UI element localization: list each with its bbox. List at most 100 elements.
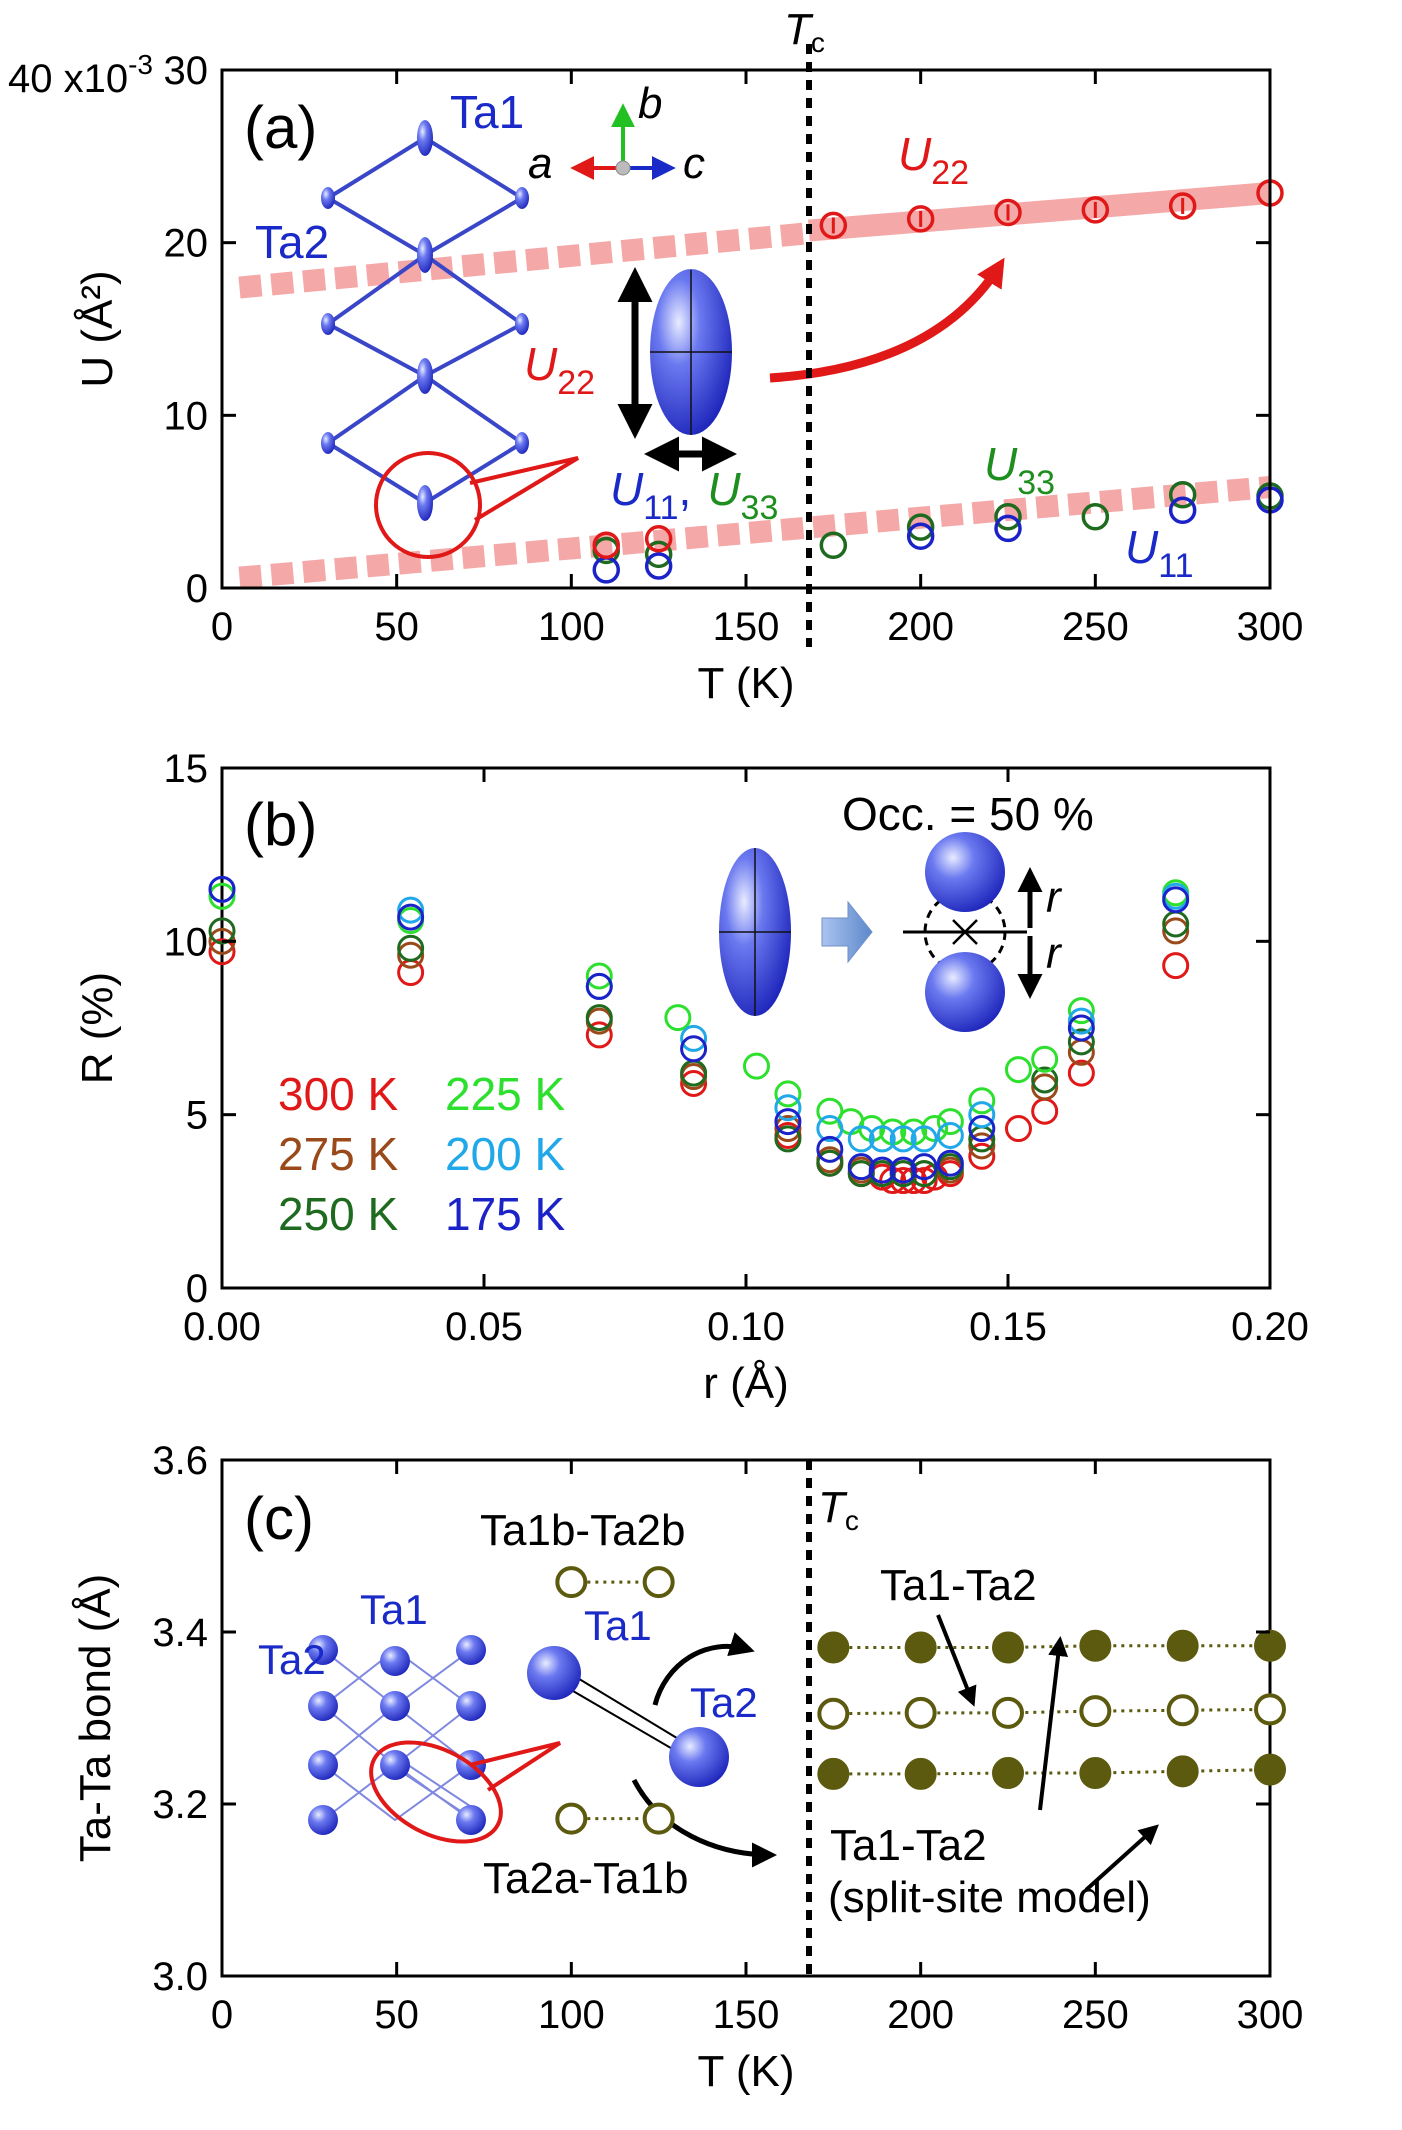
b-point-300-K — [585, 1021, 613, 1049]
a-y-multiplier-exp: -3 — [128, 49, 153, 80]
b-legend-entry: 275 K — [278, 1128, 399, 1180]
a-ta2-label: Ta2 — [255, 216, 329, 268]
b-point-200-K — [889, 1125, 917, 1153]
a-ytick-label: 20 — [164, 222, 209, 266]
c-lattice-inset — [308, 1635, 562, 1844]
a-u33-label: U33 — [984, 438, 1055, 502]
b-xtick-label: 0.05 — [445, 1305, 523, 1349]
a-point-U22 — [906, 205, 935, 233]
b-point-225-K — [1067, 997, 1095, 1025]
c-annotation-arrows — [936, 1614, 1159, 1892]
a-axis-a-label: a — [528, 139, 552, 188]
c-xlabel: T (K) — [698, 2047, 795, 2096]
b-legend-entry: 300 K — [278, 1068, 399, 1120]
b-point-250-K — [208, 917, 236, 945]
c-bond-split-label-1: Ta1-Ta2 — [830, 1821, 987, 1870]
a-xtick-label: 100 — [538, 605, 605, 649]
a-u11-u33-label: U11, U33 — [610, 463, 778, 527]
b-point-225-K — [208, 882, 236, 910]
a-ytick-label: 10 — [164, 394, 209, 438]
c-bond-split-label-2: (split-site model) — [828, 1873, 1151, 1922]
a-band — [807, 182, 1271, 242]
b-legend-entry: 175 K — [445, 1188, 566, 1240]
panel-b: 0.00 0.05 0.10 0.15 0.20 0 5 10 15 r (Å) R (%) 300… — [73, 747, 1309, 1408]
c-xtick-label: 100 — [538, 1993, 605, 2037]
c-tc-label: Tc — [818, 1483, 859, 1536]
a-point-U33 — [994, 503, 1022, 531]
b-point-225-K — [774, 1080, 802, 1108]
b-point-200-K — [774, 1094, 802, 1122]
c-ta2-label-lattice: Ta2 — [258, 1636, 326, 1683]
c-ylabel: Ta-Ta bond (Å) — [71, 1574, 120, 1863]
a-axis-b-label: b — [638, 79, 662, 128]
c-point-Ta1-Ta2-split-site-lower- — [1254, 1753, 1286, 1786]
a-xtick-label: 200 — [887, 605, 954, 649]
c-ytick-label: 3.0 — [152, 1955, 208, 1999]
a-point-U33 — [906, 513, 935, 541]
b-legend-entry: 250 K — [278, 1188, 399, 1240]
b-point-225-K — [1031, 1045, 1059, 1073]
b-xtick-label: 0.15 — [969, 1305, 1047, 1349]
a-ytick-label: 30 — [164, 49, 209, 93]
a-u22-right-label: U22 — [898, 128, 969, 192]
c-point-Ta1-Ta2-split-site-lower- — [1079, 1757, 1112, 1790]
c-point-Ta1-Ta2 — [817, 1697, 850, 1730]
b-ytick-label: 5 — [186, 1094, 208, 1138]
b-point-175-K — [968, 1115, 996, 1143]
c-ytick-label: 3.4 — [152, 1611, 208, 1655]
c-point-Ta1-Ta2-split-site-lower- — [992, 1757, 1024, 1790]
b-point-200-K — [1067, 1007, 1095, 1035]
c-ta1-label-bond: Ta1 — [584, 1602, 652, 1649]
c-ta1b-ta2b-label: Ta1b-Ta2b — [480, 1506, 685, 1555]
a-xtick-label: 300 — [1237, 605, 1304, 649]
b-point-175-K — [868, 1156, 896, 1184]
b-occupancy-label: Occ. = 50 % — [842, 788, 1094, 840]
b-point-275-K — [774, 1115, 802, 1143]
c-point-Ta1-Ta2 — [992, 1696, 1024, 1729]
b-axes: 0.00 0.05 0.10 0.15 0.20 0 5 10 15 r (Å) R (%) — [73, 747, 1309, 1408]
a-point-U22 — [994, 198, 1022, 227]
b-point-175-K — [1067, 1014, 1095, 1042]
b-point-175-K — [585, 972, 613, 1000]
c-point-Ta1-Ta2-split-site-upper- — [1079, 1629, 1112, 1662]
b-point-250-K — [585, 1004, 613, 1032]
b-point-250-K — [1067, 1028, 1095, 1056]
b-ytick-label: 15 — [164, 747, 209, 791]
b-point-300-K — [1067, 1059, 1095, 1087]
b-point-250-K — [847, 1160, 875, 1188]
b-point-225-K — [742, 1052, 770, 1080]
b-point-300-K — [680, 1069, 708, 1097]
c-point-Ta1-Ta2 — [1166, 1694, 1199, 1727]
b-point-300-K — [968, 1142, 996, 1170]
c-xtick-label: 150 — [713, 1993, 780, 2037]
b-r-down-label: r — [1046, 929, 1063, 978]
b-point-250-K — [816, 1149, 844, 1177]
a-point-U33 — [644, 540, 673, 569]
c-data — [555, 1566, 1286, 1835]
c-series-line — [833, 1644, 1270, 1649]
b-point-175-K — [208, 875, 236, 903]
b-point-300-K — [1004, 1115, 1032, 1143]
a-ta1-label: Ta1 — [450, 86, 524, 138]
a-point-U11 — [994, 514, 1022, 543]
a-crystal-axes — [570, 103, 676, 180]
c-bond-ta1ta2-label: Ta1-Ta2 — [880, 1561, 1037, 1610]
a-point-U33 — [1168, 481, 1197, 509]
c-point-Ta1b-Ta2b — [555, 1566, 588, 1599]
b-point-225-K — [1004, 1056, 1032, 1084]
b-point-175-K — [847, 1153, 875, 1181]
a-xtick-label: 150 — [713, 605, 780, 649]
b-point-300-K — [1162, 952, 1190, 980]
b-point-250-K — [910, 1160, 938, 1188]
c-point-Ta2a-Ta1b — [555, 1802, 588, 1835]
c-ta2a-ta1b-label: Ta2a-Ta1b — [483, 1854, 688, 1903]
b-legend: 300 K 225 K 275 K 200 K 250 K 175 K — [278, 1068, 566, 1240]
b-point-275-K — [968, 1132, 996, 1160]
a-ellipsoid-inset — [617, 257, 1005, 472]
b-ylabel: R (%) — [73, 972, 122, 1084]
b-point-225-K — [664, 1004, 692, 1032]
b-point-200-K — [680, 1024, 708, 1052]
a-point-U22 — [1168, 192, 1197, 220]
b-point-200-K — [968, 1101, 996, 1129]
b-panel-label: (b) — [244, 791, 317, 858]
